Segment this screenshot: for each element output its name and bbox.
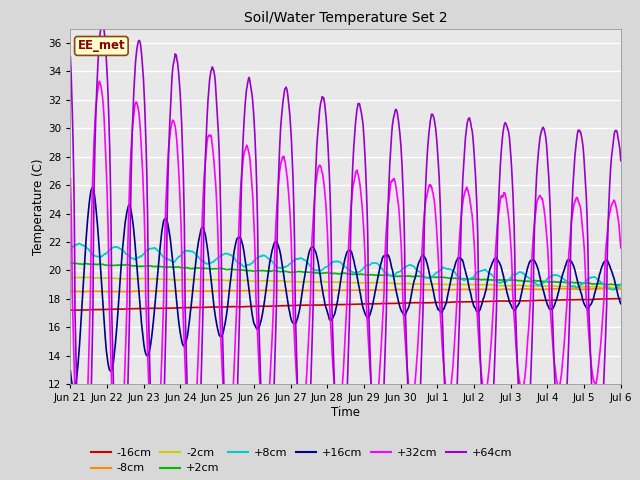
Line: +8cm: +8cm [70, 243, 621, 290]
+8cm [552, 272, 559, 278]
+64cm [552, 410, 560, 416]
-2cm [251, 278, 259, 284]
-8cm [617, 286, 625, 292]
+64cm [67, 54, 74, 60]
-16cm [431, 300, 439, 305]
+8cm [431, 271, 439, 276]
-8cm [121, 289, 129, 295]
-8cm [431, 287, 439, 293]
-16cm [612, 296, 620, 301]
+16cm [552, 297, 560, 303]
Line: +2cm: +2cm [70, 263, 621, 285]
-8cm [189, 288, 197, 294]
+2cm [67, 260, 74, 266]
+2cm [617, 282, 625, 288]
+16cm [189, 280, 197, 286]
+64cm [99, 22, 106, 27]
+64cm [432, 126, 440, 132]
-8cm [176, 288, 184, 294]
-2cm [67, 275, 74, 281]
+8cm [251, 257, 259, 263]
Title: Soil/Water Temperature Set 2: Soil/Water Temperature Set 2 [244, 11, 447, 25]
-2cm [176, 277, 184, 283]
+16cm [617, 301, 625, 307]
-2cm [617, 285, 625, 290]
-2cm [189, 277, 197, 283]
Text: EE_met: EE_met [77, 39, 125, 52]
-8cm [67, 288, 74, 294]
-8cm [552, 286, 559, 292]
+64cm [617, 158, 625, 164]
+2cm [251, 268, 259, 274]
-16cm [76, 307, 83, 313]
+32cm [504, 206, 511, 212]
+64cm [504, 126, 511, 132]
+32cm [177, 199, 184, 204]
-2cm [431, 281, 439, 287]
+2cm [504, 277, 511, 283]
-16cm [67, 307, 74, 313]
+8cm [504, 278, 511, 284]
+32cm [617, 245, 625, 251]
-16cm [189, 304, 197, 310]
Line: +32cm: +32cm [70, 81, 621, 480]
+16cm [88, 185, 96, 191]
+2cm [189, 266, 197, 272]
+8cm [76, 240, 83, 246]
Y-axis label: Temperature (C): Temperature (C) [33, 158, 45, 255]
+8cm [611, 287, 618, 293]
+32cm [189, 442, 197, 447]
+32cm [552, 375, 560, 381]
+16cm [177, 329, 184, 335]
-8cm [251, 288, 259, 294]
+64cm [252, 139, 259, 145]
+8cm [176, 253, 184, 259]
+64cm [177, 90, 184, 96]
+32cm [67, 175, 74, 181]
-2cm [552, 283, 559, 289]
+32cm [252, 254, 259, 260]
-2cm [611, 285, 618, 291]
Legend: -16cm, -8cm, -2cm, +2cm, +8cm, +16cm, +32cm, +64cm: -16cm, -8cm, -2cm, +2cm, +8cm, +16cm, +3… [86, 444, 516, 478]
-2cm [504, 283, 511, 288]
+16cm [70, 385, 77, 391]
-16cm [504, 298, 511, 304]
+2cm [431, 275, 439, 280]
+2cm [67, 260, 75, 266]
+32cm [432, 214, 440, 219]
+32cm [95, 78, 103, 84]
Line: +16cm: +16cm [70, 188, 621, 388]
-16cm [176, 305, 184, 311]
-8cm [596, 286, 604, 291]
Line: -16cm: -16cm [70, 299, 621, 310]
+8cm [67, 246, 74, 252]
+16cm [252, 323, 259, 329]
-2cm [83, 275, 90, 280]
+16cm [67, 368, 74, 373]
+2cm [176, 264, 184, 270]
-16cm [617, 296, 625, 301]
+2cm [552, 279, 559, 285]
-16cm [552, 297, 559, 303]
X-axis label: Time: Time [331, 406, 360, 419]
+8cm [189, 249, 197, 255]
-8cm [504, 286, 511, 292]
+8cm [617, 281, 625, 287]
-16cm [251, 303, 259, 309]
Line: -8cm: -8cm [70, 288, 621, 292]
+2cm [612, 282, 620, 288]
+16cm [432, 300, 440, 305]
Line: +64cm: +64cm [70, 24, 621, 480]
+16cm [504, 292, 511, 298]
Line: -2cm: -2cm [70, 277, 621, 288]
